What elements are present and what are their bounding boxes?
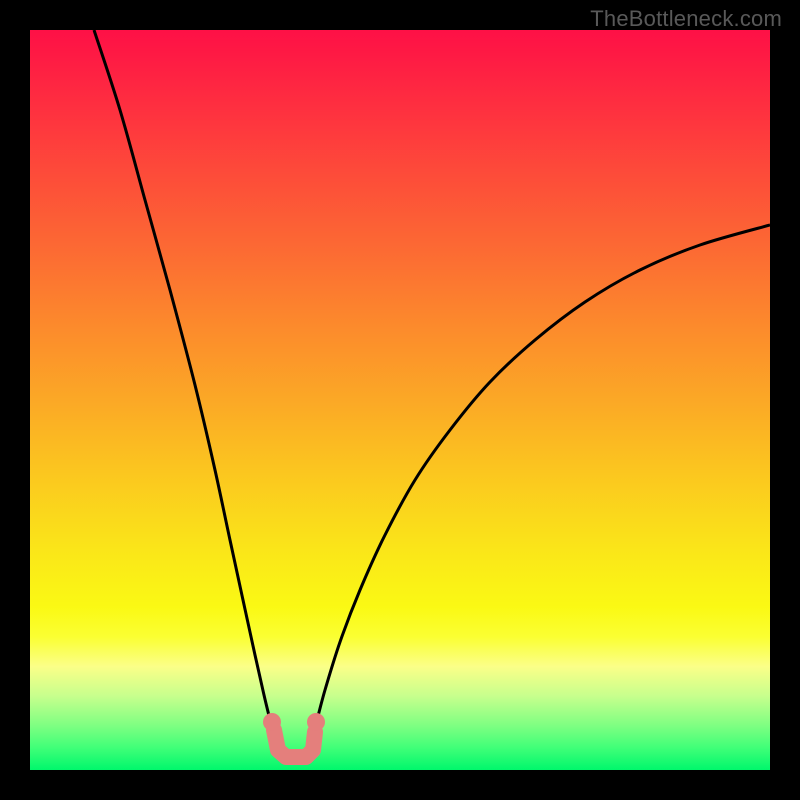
gradient-background xyxy=(30,30,770,770)
highlight-marker-dot-left xyxy=(263,713,281,731)
chart-svg xyxy=(30,30,770,770)
watermark-text: TheBottleneck.com xyxy=(590,6,782,32)
chart-plot-area xyxy=(30,30,770,770)
highlight-marker-dot-right xyxy=(307,713,325,731)
